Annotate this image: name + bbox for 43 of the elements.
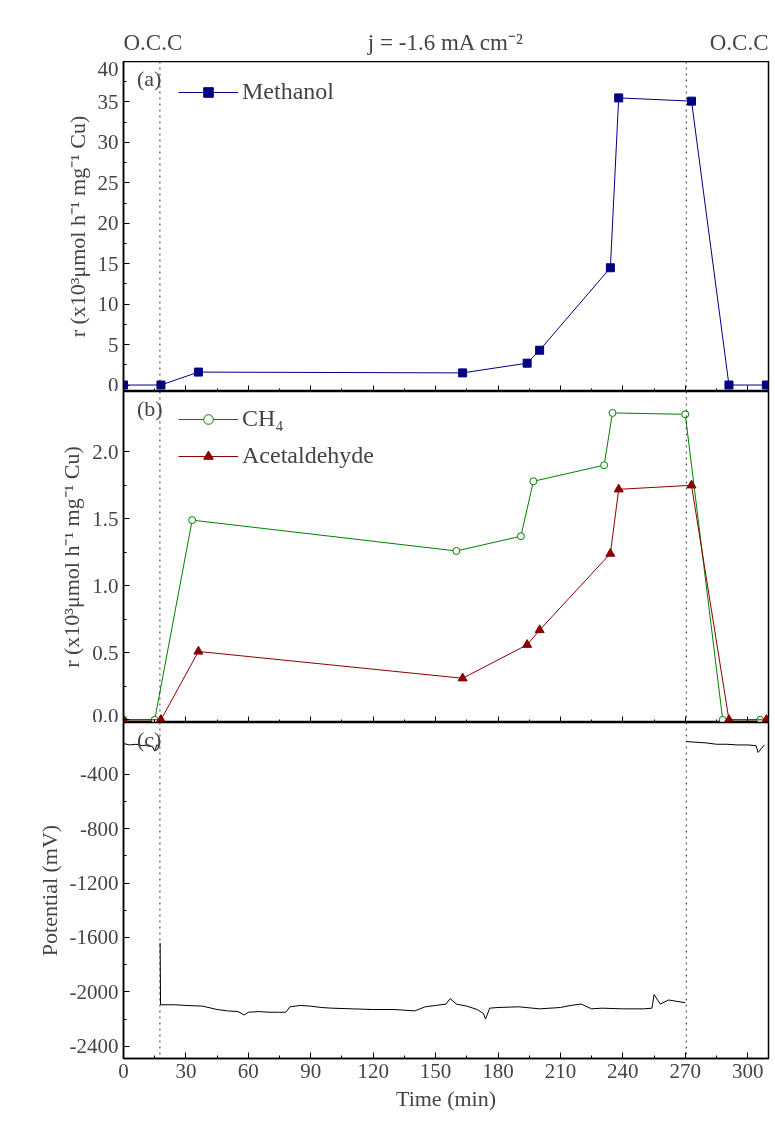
x-tick-label: 30	[175, 1058, 197, 1083]
y-tick-label: 15	[97, 251, 119, 276]
y-tick-label: -1600	[69, 925, 119, 950]
annotation: (c)	[136, 726, 162, 752]
y-tick-label: -2400	[69, 1034, 119, 1059]
y-tick-label: -400	[80, 762, 119, 787]
y-axis-title: r (x10³μmol h⁻¹ mg⁻¹ Cu)	[59, 446, 85, 668]
x-tick-label: 150	[419, 1058, 452, 1083]
y-tick-label: 35	[97, 89, 119, 114]
y-tick-label: 25	[97, 170, 119, 195]
y-tick-label: 5	[108, 332, 119, 357]
y-axis-title: r (x10³μmol h⁻¹ mg⁻¹ Cu)	[64, 115, 90, 338]
annotation: (a)	[136, 65, 162, 91]
text: O.C.C	[709, 30, 769, 56]
x-tick-label: 180	[482, 1058, 514, 1083]
x-axis-title: Time (min)	[395, 1085, 497, 1111]
y-tick-label: 30	[97, 130, 119, 155]
y-tick-label: 2.0	[92, 439, 119, 464]
x-tick-label: 90	[300, 1058, 322, 1083]
x-tick-label: 270	[669, 1058, 702, 1083]
y-tick-label: -1200	[69, 871, 119, 896]
y-tick-label: 10	[97, 292, 119, 317]
text: O.C.C	[123, 30, 183, 56]
annotation: (b)	[136, 395, 163, 421]
y-tick-label: 20	[97, 211, 119, 236]
y-tick-label: 40	[97, 56, 119, 81]
y-tick-label: 1.5	[92, 506, 119, 531]
x-tick-label: 60	[237, 1058, 259, 1083]
x-tick-label: 300	[731, 1058, 764, 1083]
y-tick-label: -800	[80, 816, 119, 841]
y-tick-label: -2000	[69, 979, 119, 1004]
y-tick-label: 0.0	[92, 703, 119, 728]
legend-label: CH₄	[242, 405, 284, 432]
x-tick-label: 210	[544, 1058, 577, 1083]
chart-title: j = -1.6 mA cm⁻²	[366, 30, 523, 56]
legend-label: Methanol	[242, 78, 334, 105]
y-tick-label: 0	[108, 372, 119, 397]
y-tick-label: 0.5	[92, 640, 119, 665]
x-tick-label: 240	[607, 1058, 639, 1083]
y-tick-label: 1.0	[92, 573, 119, 598]
legend-label: Acetaldehyde	[242, 442, 374, 469]
x-tick-label: 120	[357, 1058, 389, 1083]
y-axis-title: Potential (mV)	[36, 824, 62, 957]
